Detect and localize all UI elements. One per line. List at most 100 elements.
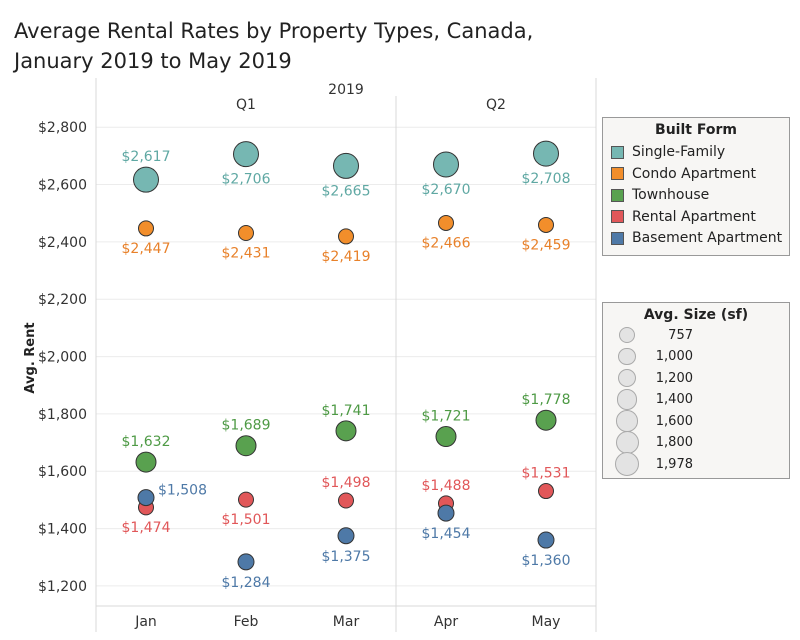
size-circle-icon xyxy=(616,410,638,432)
legend-item[interactable]: Condo Apartment xyxy=(611,166,756,182)
size-circle-icon xyxy=(617,368,637,388)
size-legend-item: 1,600 xyxy=(613,410,693,432)
data-point xyxy=(135,451,157,473)
data-label: $1,778 xyxy=(522,392,571,408)
data-label: $1,741 xyxy=(322,403,371,419)
legend-label: Condo Apartment xyxy=(632,165,757,182)
size-legend-label: 1,800 xyxy=(655,435,693,450)
legend-label: Rental Apartment xyxy=(632,208,756,225)
legend-label: Single-Family xyxy=(632,144,726,160)
data-point xyxy=(137,489,155,507)
data-label: $2,459 xyxy=(522,237,571,253)
data-point xyxy=(335,420,357,442)
x-tick-label: Feb xyxy=(234,614,259,630)
color-legend-title: Built Form xyxy=(655,122,737,138)
x-tick-label: May xyxy=(532,614,561,630)
legend-label: Basement Apartment xyxy=(632,230,783,246)
data-point xyxy=(338,228,354,245)
data-point xyxy=(437,504,455,522)
size-legend-label: 1,600 xyxy=(655,413,693,429)
data-label: $1,488 xyxy=(422,478,471,494)
data-point xyxy=(538,483,554,500)
data-label: $1,531 xyxy=(522,466,571,482)
legend-label: Townhouse xyxy=(632,187,710,203)
legend-swatch xyxy=(611,145,624,159)
data-point xyxy=(233,141,259,168)
data-label: $1,474 xyxy=(122,520,171,536)
quarter-header: Q1 xyxy=(236,97,256,113)
x-tick-label: Apr xyxy=(434,614,458,630)
legend-item[interactable]: Basement Apartment xyxy=(611,230,782,246)
color-legend: Built Form Single-Family Condo Apartment T… xyxy=(602,117,790,256)
chart-title-line2: January 2019 to May 2019 xyxy=(14,49,292,73)
legend-item[interactable]: Rental Apartment xyxy=(611,209,756,225)
legend-swatch xyxy=(611,210,624,223)
quarter-header: Q2 xyxy=(486,97,506,113)
data-label: $2,431 xyxy=(222,245,271,261)
data-point xyxy=(533,140,559,167)
y-tick-label: $2,600 xyxy=(38,178,87,194)
y-tick-label: $1,800 xyxy=(38,407,87,423)
size-legend-item: 1,400 xyxy=(613,389,693,410)
scatter-chart: $1,200 $1,400 $1,600 $1,800 $2,000 $2,200 $2,4… xyxy=(23,78,597,632)
size-circle-icon xyxy=(615,431,639,454)
data-label: $1,360 xyxy=(522,553,571,569)
legend-swatch xyxy=(611,188,624,202)
y-tick-label: $2,800 xyxy=(38,120,87,136)
data-point xyxy=(338,492,354,509)
data-label: $1,508 xyxy=(158,483,207,499)
data-label: $2,708 xyxy=(522,171,571,187)
size-legend-title: Avg. Size (sf) xyxy=(643,307,749,323)
data-label: $2,419 xyxy=(322,249,371,265)
y-tick-label: $2,200 xyxy=(38,292,87,308)
y-tick-label: $2,000 xyxy=(38,350,87,366)
size-legend-label: 1,400 xyxy=(655,392,693,407)
y-tick-label: $1,200 xyxy=(38,579,87,595)
data-label: $1,375 xyxy=(322,549,371,565)
legend-item[interactable]: Townhouse xyxy=(611,187,709,203)
data-point xyxy=(435,426,457,448)
data-label: $1,632 xyxy=(122,434,171,450)
size-legend-item: 1,000 xyxy=(613,347,693,367)
data-label: $2,670 xyxy=(422,182,471,198)
data-point xyxy=(235,435,257,457)
size-legend-label: 1,000 xyxy=(655,349,693,364)
data-point xyxy=(337,527,355,545)
data-label: $2,466 xyxy=(422,235,471,251)
size-legend-item: 1,800 xyxy=(613,431,693,454)
size-legend: Avg. Size (sf) 757 1,000 1,200 1,400 1,600 1,… xyxy=(602,302,790,479)
size-legend-item: 1,978 xyxy=(613,451,693,477)
legend-item[interactable]: Single-Family xyxy=(611,144,725,160)
y-tick-label: $1,600 xyxy=(38,464,87,480)
size-legend-item: 1,200 xyxy=(613,368,693,388)
size-legend-label: 1,200 xyxy=(655,370,693,386)
size-legend-label: 1,978 xyxy=(655,456,693,472)
x-tick-label: Mar xyxy=(333,614,360,630)
y-tick-label: $1,400 xyxy=(38,522,87,538)
data-label: $2,706 xyxy=(222,172,271,188)
chart-title: Average Rental Rates by Property Types, … xyxy=(14,16,533,76)
size-circle-icon xyxy=(616,389,638,410)
data-label: $1,689 xyxy=(222,418,271,434)
data-point xyxy=(238,224,254,241)
data-point xyxy=(237,553,255,571)
data-point xyxy=(238,491,254,508)
data-label: $1,284 xyxy=(222,575,271,591)
chart-title-line1: Average Rental Rates by Property Types, … xyxy=(14,19,534,43)
data-point xyxy=(537,531,555,549)
data-point xyxy=(138,220,154,237)
data-label: $1,721 xyxy=(422,409,471,425)
size-circle-icon xyxy=(619,327,635,343)
data-point xyxy=(133,166,159,193)
data-point xyxy=(433,151,459,178)
size-circle-icon xyxy=(614,451,640,477)
size-legend-label: 757 xyxy=(668,327,693,343)
year-header: 2019 xyxy=(328,82,364,98)
data-label: $1,498 xyxy=(322,475,371,491)
size-circle-icon xyxy=(618,347,636,366)
data-label: $2,447 xyxy=(122,241,171,257)
data-point xyxy=(535,409,557,431)
size-legend-item: 757 xyxy=(613,325,693,345)
legend-swatch xyxy=(611,167,624,180)
legend-swatch xyxy=(611,231,624,245)
